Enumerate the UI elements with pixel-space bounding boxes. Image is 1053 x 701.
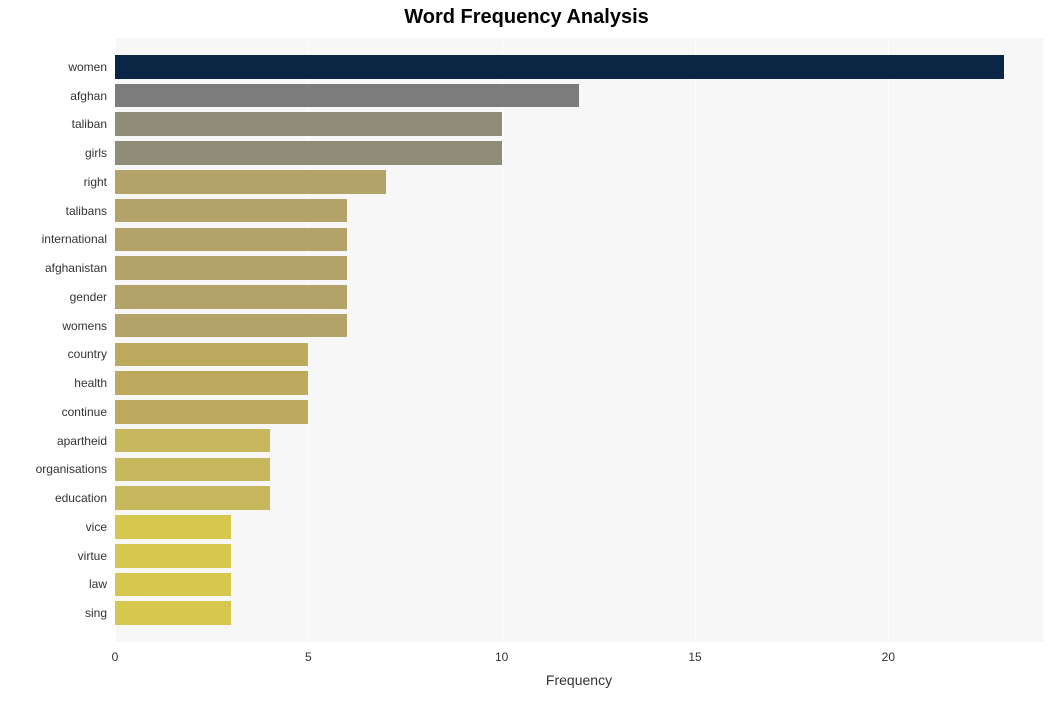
y-tick-label: law: [0, 577, 107, 591]
word-frequency-chart: Word Frequency Analysis Frequency women a…: [0, 0, 1053, 701]
y-tick-label: health: [0, 376, 107, 390]
y-tick-label: apartheid: [0, 434, 107, 448]
bar: [115, 256, 347, 280]
bar: [115, 573, 231, 597]
bar: [115, 343, 308, 367]
y-tick-label: education: [0, 491, 107, 505]
y-tick-label: organisations: [0, 462, 107, 476]
bar: [115, 400, 308, 424]
x-axis-label: Frequency: [546, 672, 612, 688]
bar: [115, 314, 347, 338]
y-tick-label: gender: [0, 290, 107, 304]
y-tick-label: girls: [0, 146, 107, 160]
y-tick-label: international: [0, 232, 107, 246]
bar: [115, 544, 231, 568]
y-tick-label: country: [0, 347, 107, 361]
y-tick-label: taliban: [0, 117, 107, 131]
gridline: [695, 38, 696, 642]
bar: [115, 228, 347, 252]
bar: [115, 55, 1004, 79]
bar: [115, 199, 347, 223]
y-tick-label: afghanistan: [0, 261, 107, 275]
y-tick-label: virtue: [0, 549, 107, 563]
x-tick-label: 20: [882, 650, 895, 664]
y-tick-label: womens: [0, 319, 107, 333]
y-tick-label: women: [0, 60, 107, 74]
chart-title: Word Frequency Analysis: [0, 6, 1053, 29]
bar: [115, 141, 502, 165]
gridline: [888, 38, 889, 642]
bar: [115, 486, 270, 510]
bar: [115, 429, 270, 453]
gridline: [502, 38, 503, 642]
y-tick-label: talibans: [0, 204, 107, 218]
y-tick-label: vice: [0, 520, 107, 534]
y-tick-label: continue: [0, 405, 107, 419]
y-tick-label: right: [0, 175, 107, 189]
y-tick-label: sing: [0, 606, 107, 620]
y-tick-label: afghan: [0, 89, 107, 103]
x-tick-label: 15: [688, 650, 701, 664]
bar: [115, 170, 386, 194]
x-tick-label: 10: [495, 650, 508, 664]
x-tick-label: 0: [112, 650, 119, 664]
bar: [115, 371, 308, 395]
x-tick-label: 5: [305, 650, 312, 664]
bar: [115, 285, 347, 309]
bar: [115, 515, 231, 539]
bar: [115, 458, 270, 482]
bar: [115, 601, 231, 625]
plot-area: [115, 38, 1043, 642]
bar: [115, 84, 579, 108]
bar: [115, 112, 502, 136]
